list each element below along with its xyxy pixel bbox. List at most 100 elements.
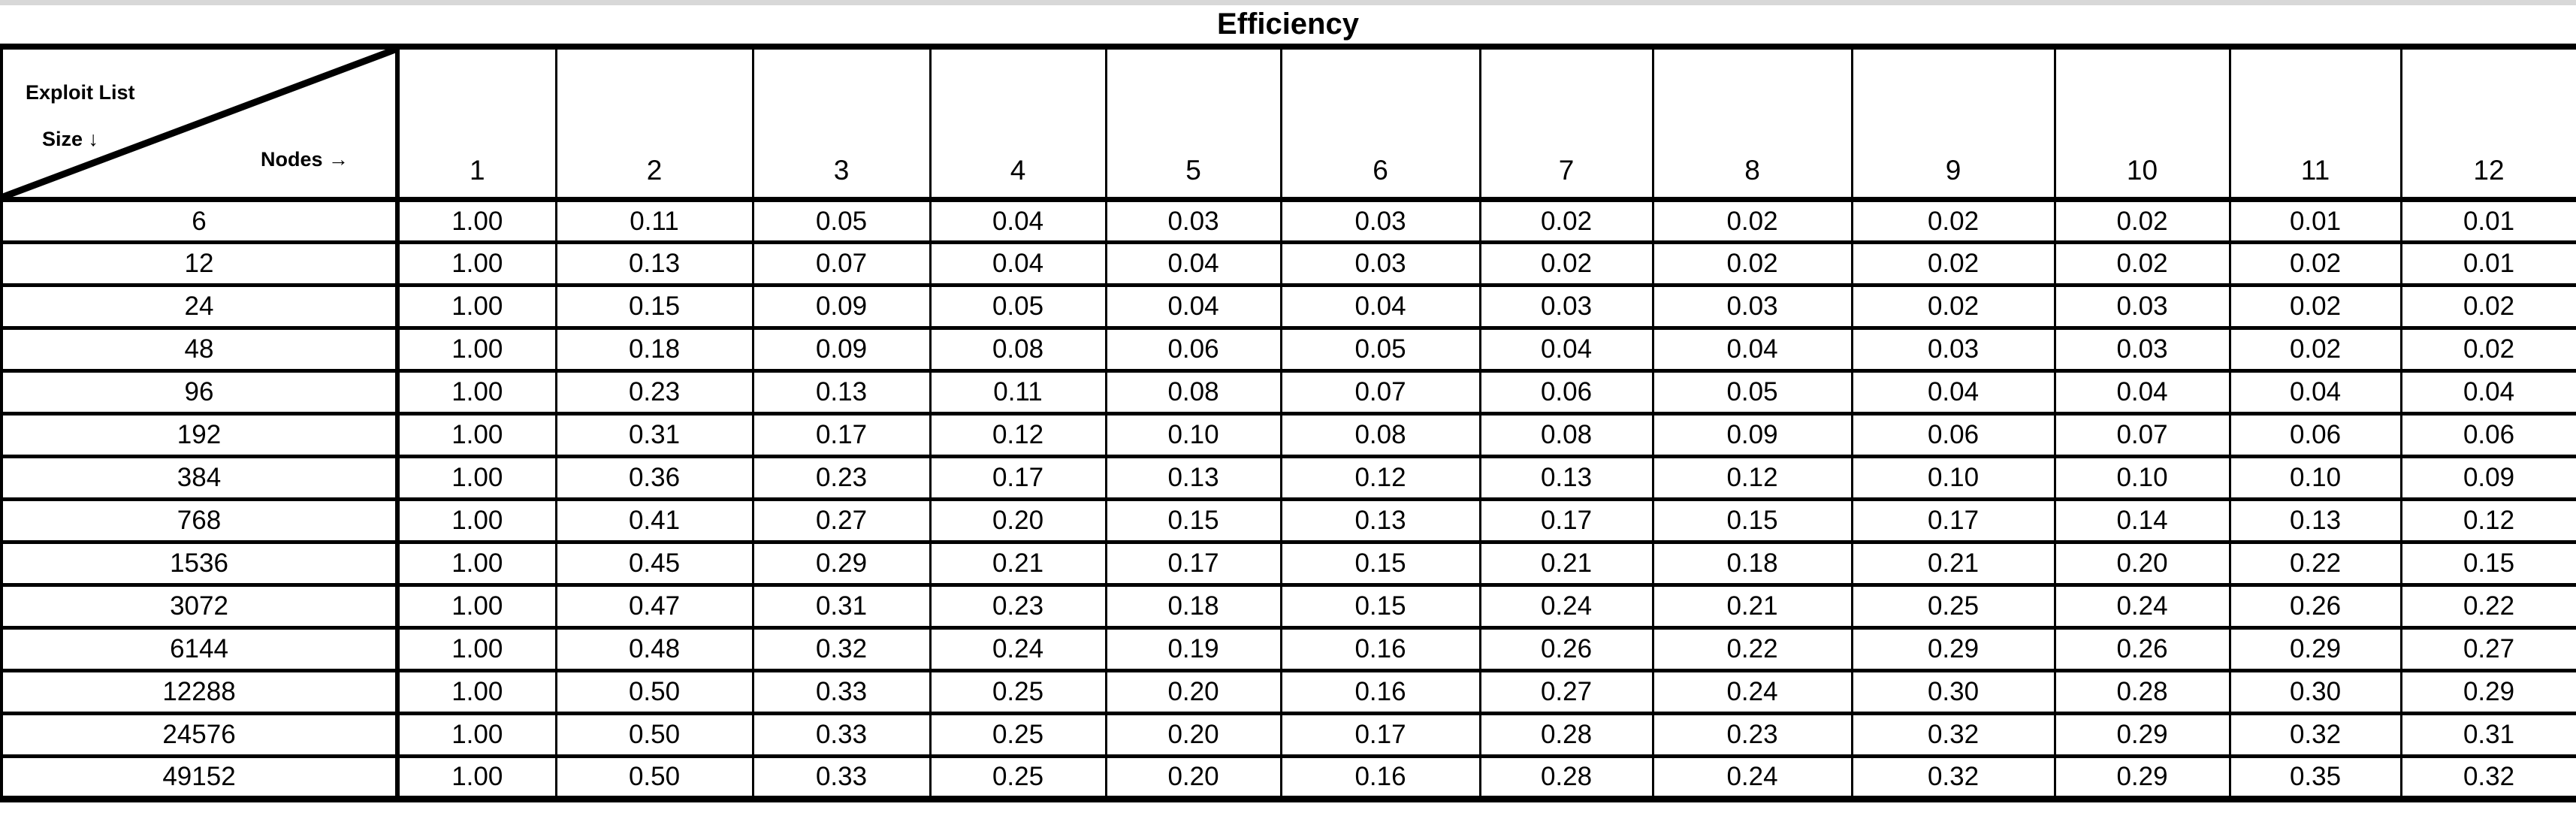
value-cell-96-node8: 0.05 [1651, 369, 1853, 416]
value-cell-6144-node4: 0.24 [929, 626, 1107, 672]
value-cell-96-node1: 1.00 [396, 369, 557, 416]
value-cell-1536-node9: 0.21 [1850, 540, 2056, 587]
value-cell-48-node6: 0.05 [1279, 326, 1481, 373]
value-cell-24576-node12: 0.31 [2399, 712, 2576, 758]
value-cell-3072-node12: 0.22 [2399, 583, 2576, 630]
diagonal-divider-line [4, 50, 393, 195]
column-header-4: 4 [929, 45, 1107, 202]
value-cell-24576-node2: 0.50 [554, 712, 754, 758]
value-cell-12288-node4: 0.25 [929, 669, 1107, 715]
value-cell-192-node8: 0.09 [1651, 412, 1853, 458]
value-cell-12288-node3: 0.33 [751, 669, 932, 715]
table-row-48: 48 1.00 0.18 0.09 0.08 0.06 0.05 0.04 0.04 0.03 0.… [0, 326, 2576, 373]
column-header-8: 8 [1651, 45, 1853, 202]
value-cell-768-node3: 0.27 [751, 497, 932, 544]
table-row-384: 384 1.00 0.36 0.23 0.17 0.13 0.12 0.13 0.12 0.10 0… [0, 455, 2576, 501]
value-cell-24-node6: 0.04 [1279, 283, 1481, 330]
value-cell-12-node11: 0.02 [2228, 240, 2402, 287]
table-title: Efficiency [1217, 8, 1359, 41]
value-cell-48-node4: 0.08 [929, 326, 1107, 373]
value-cell-384-node9: 0.10 [1850, 455, 2056, 501]
value-cell-384-node10: 0.10 [2053, 455, 2231, 501]
column-header-3: 3 [751, 45, 932, 202]
value-cell-12288-node6: 0.16 [1279, 669, 1481, 715]
value-cell-12-node9: 0.02 [1850, 240, 2056, 287]
value-cell-192-node6: 0.08 [1279, 412, 1481, 458]
value-cell-49152-node2: 0.50 [554, 754, 754, 801]
value-cell-48-node2: 0.18 [554, 326, 754, 373]
value-cell-24-node5: 0.04 [1104, 283, 1282, 330]
value-cell-3072-node8: 0.21 [1651, 583, 1853, 630]
table-row-6144: 6144 1.00 0.48 0.32 0.24 0.19 0.16 0.26 0.22 0.29… [0, 626, 2576, 672]
row-header-49152: 49152 [0, 754, 400, 801]
value-cell-49152-node12: 0.32 [2399, 754, 2576, 801]
value-cell-24576-node4: 0.25 [929, 712, 1107, 758]
value-cell-6144-node2: 0.48 [554, 626, 754, 672]
value-cell-6-node5: 0.03 [1104, 198, 1282, 244]
value-cell-1536-node1: 1.00 [396, 540, 557, 587]
value-cell-1536-node8: 0.18 [1651, 540, 1853, 587]
value-cell-6144-node3: 0.32 [751, 626, 932, 672]
value-cell-24-node11: 0.02 [2228, 283, 2402, 330]
value-cell-384-node1: 1.00 [396, 455, 557, 501]
column-header-1: 1 [396, 45, 557, 202]
value-cell-12-node5: 0.04 [1104, 240, 1282, 287]
table-row-6: 6 1.00 0.11 0.05 0.04 0.03 0.03 0.02 0.02 0.02 0.0… [0, 198, 2576, 244]
value-cell-12-node4: 0.04 [929, 240, 1107, 287]
value-cell-192-node2: 0.31 [554, 412, 754, 458]
value-cell-3072-node7: 0.24 [1478, 583, 1654, 630]
value-cell-24-node10: 0.03 [2053, 283, 2231, 330]
value-cell-12-node12: 0.01 [2399, 240, 2576, 287]
value-cell-12288-node11: 0.30 [2228, 669, 2402, 715]
value-cell-24576-node3: 0.33 [751, 712, 932, 758]
value-cell-6144-node9: 0.29 [1850, 626, 2056, 672]
value-cell-12288-node8: 0.24 [1651, 669, 1853, 715]
value-cell-6-node6: 0.03 [1279, 198, 1481, 244]
value-cell-12288-node2: 0.50 [554, 669, 754, 715]
value-cell-96-node7: 0.06 [1478, 369, 1654, 416]
column-header-10: 10 [2053, 45, 2231, 202]
column-header-7: 7 [1478, 45, 1654, 202]
value-cell-6-node4: 0.04 [929, 198, 1107, 244]
value-cell-24576-node1: 1.00 [396, 712, 557, 758]
value-cell-1536-node5: 0.17 [1104, 540, 1282, 587]
value-cell-96-node12: 0.04 [2399, 369, 2576, 416]
value-cell-3072-node11: 0.26 [2228, 583, 2402, 630]
value-cell-48-node7: 0.04 [1478, 326, 1654, 373]
value-cell-6-node3: 0.05 [751, 198, 932, 244]
value-cell-192-node3: 0.17 [751, 412, 932, 458]
column-header-row: Exploit List Size ↓ Nodes → 1 2 3 4 5 6 7 8 9 10 1… [0, 45, 2576, 202]
corner-header-cell: Exploit List Size ↓ Nodes → [0, 45, 400, 202]
value-cell-6-node9: 0.02 [1850, 198, 2056, 244]
value-cell-12288-node1: 1.00 [396, 669, 557, 715]
value-cell-768-node12: 0.12 [2399, 497, 2576, 544]
value-cell-1536-node3: 0.29 [751, 540, 932, 587]
value-cell-48-node3: 0.09 [751, 326, 932, 373]
table-row-12288: 12288 1.00 0.50 0.33 0.25 0.20 0.16 0.27 0.24 0.3… [0, 669, 2576, 715]
value-cell-24-node9: 0.02 [1850, 283, 2056, 330]
row-header-192: 192 [0, 412, 400, 458]
efficiency-table: Exploit List Size ↓ Nodes → 1 2 3 4 5 6 7 8 9 10 1… [0, 44, 2576, 802]
table-row-3072: 3072 1.00 0.47 0.31 0.23 0.18 0.15 0.24 0.21 0.25… [0, 583, 2576, 630]
value-cell-3072-node10: 0.24 [2053, 583, 2231, 630]
table-row-24576: 24576 1.00 0.50 0.33 0.25 0.20 0.17 0.28 0.23 0.3… [0, 712, 2576, 758]
value-cell-768-node7: 0.17 [1478, 497, 1654, 544]
value-cell-48-node12: 0.02 [2399, 326, 2576, 373]
value-cell-384-node4: 0.17 [929, 455, 1107, 501]
value-cell-3072-node1: 1.00 [396, 583, 557, 630]
value-cell-768-node5: 0.15 [1104, 497, 1282, 544]
value-cell-12-node10: 0.02 [2053, 240, 2231, 287]
value-cell-6144-node11: 0.29 [2228, 626, 2402, 672]
value-cell-3072-node5: 0.18 [1104, 583, 1282, 630]
value-cell-384-node5: 0.13 [1104, 455, 1282, 501]
value-cell-48-node8: 0.04 [1651, 326, 1853, 373]
row-header-6: 6 [0, 198, 400, 244]
value-cell-3072-node6: 0.15 [1279, 583, 1481, 630]
value-cell-384-node8: 0.12 [1651, 455, 1853, 501]
value-cell-12-node8: 0.02 [1651, 240, 1853, 287]
value-cell-768-node4: 0.20 [929, 497, 1107, 544]
top-margin-strip [0, 0, 2576, 5]
row-header-768: 768 [0, 497, 400, 544]
value-cell-1536-node11: 0.22 [2228, 540, 2402, 587]
